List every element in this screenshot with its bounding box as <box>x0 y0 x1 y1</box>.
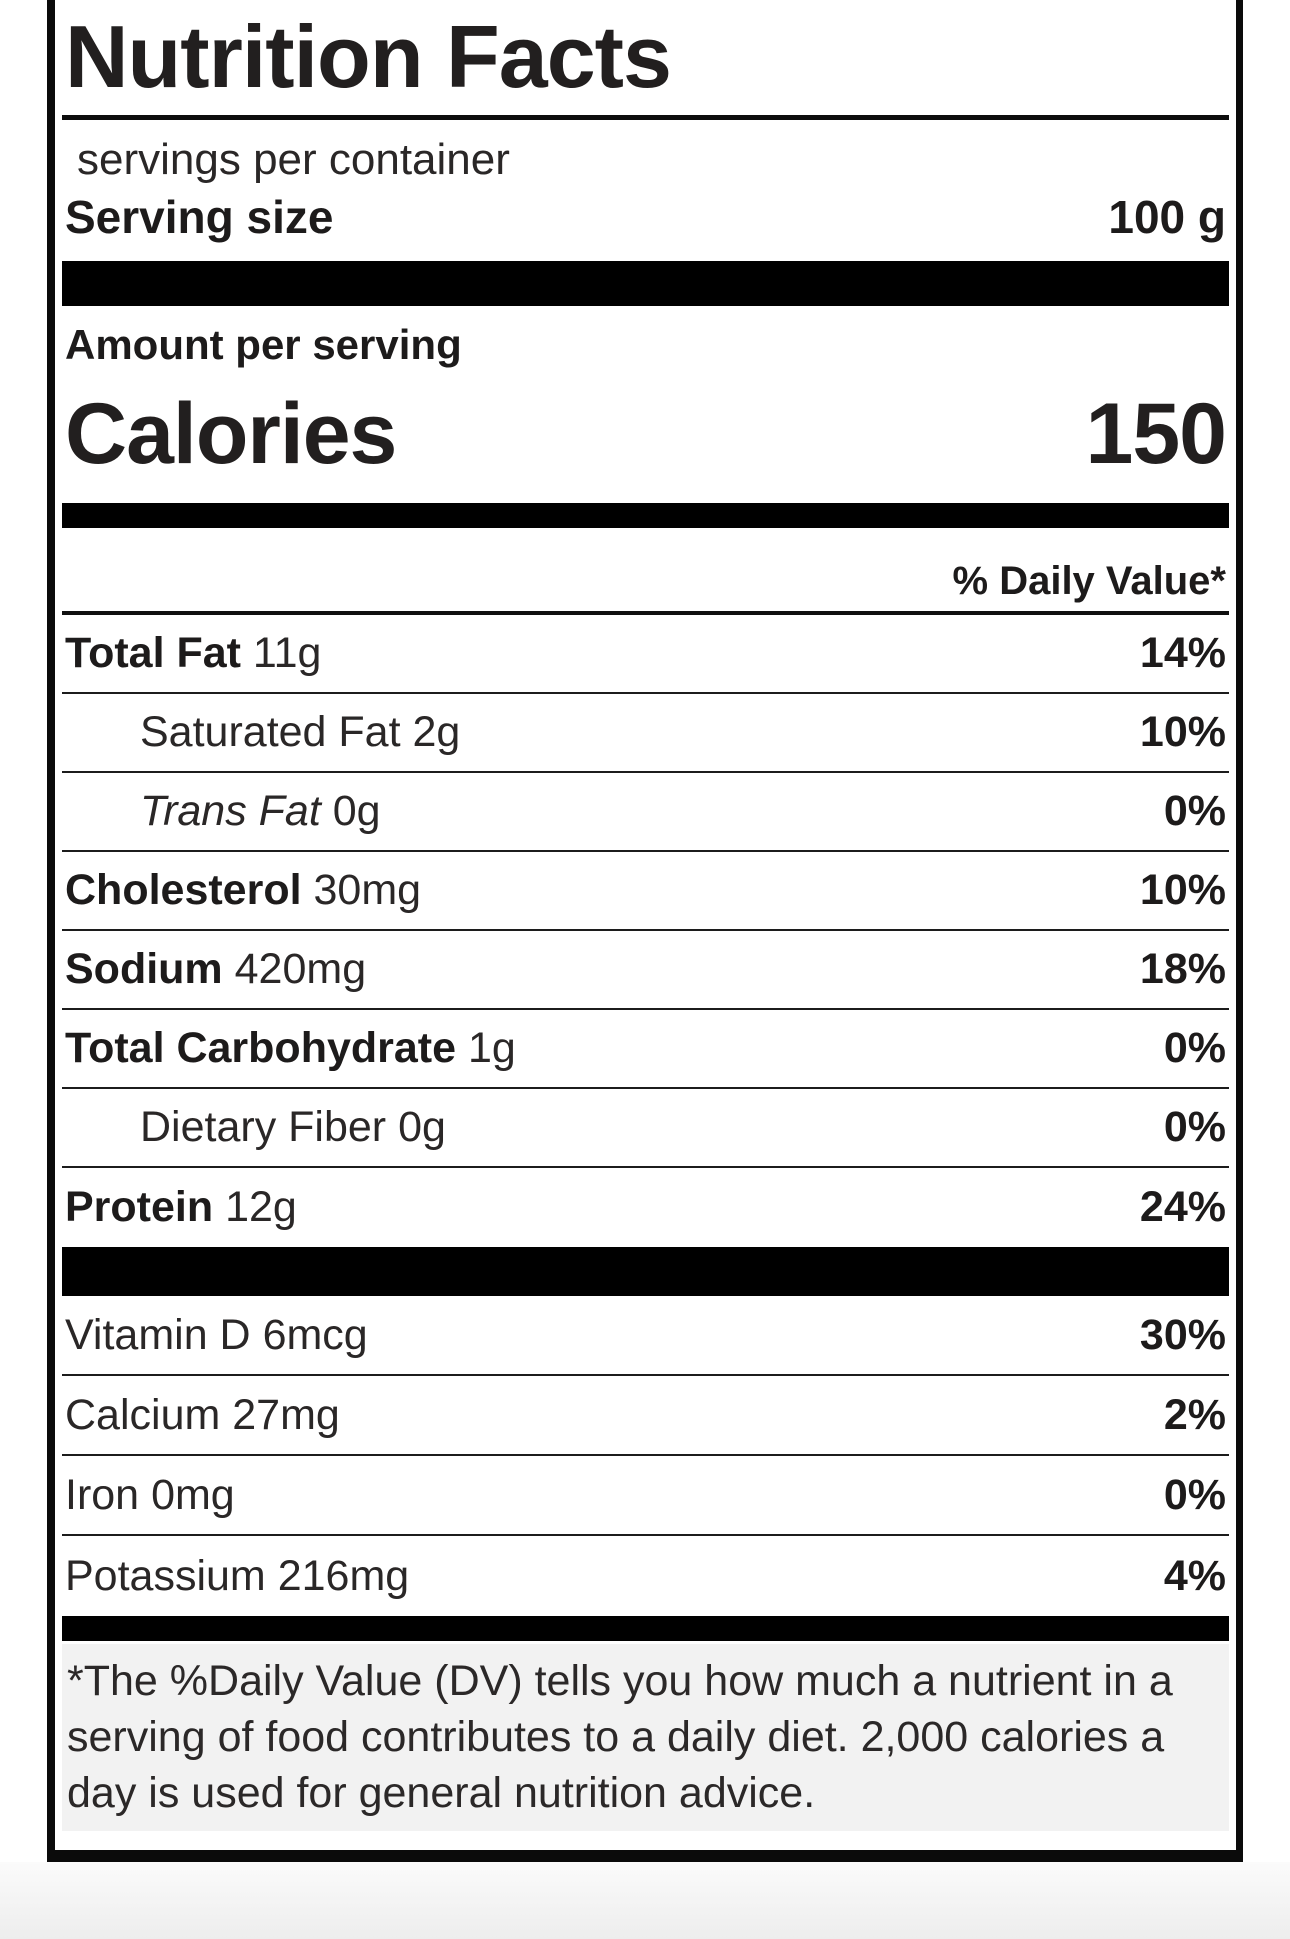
nutrient-amount: 30mg <box>313 866 422 914</box>
nutrient-amount: 216mg <box>277 1551 410 1600</box>
nutrient-row-name-amount: Trans Fat 0g <box>65 787 381 836</box>
nutrient-name: Trans Fat <box>140 787 321 835</box>
nutrient-daily-value: 10% <box>1139 708 1226 756</box>
nutrient-name: Saturated Fat <box>140 708 401 756</box>
nutrient-amount: 6mcg <box>262 1310 368 1359</box>
nutrient-amount: 0g <box>398 1103 446 1151</box>
nutrient-name: Potassium <box>65 1551 266 1600</box>
nutrition-facts-label: Nutrition Facts servings per container S… <box>47 0 1243 1862</box>
nutrient-row: Trans Fat 0g 0% <box>62 773 1229 852</box>
nutrient-row: Total Fat 11g 14% <box>62 615 1229 694</box>
nutrient-daily-value: 10% <box>1139 866 1226 914</box>
micronutrient-row: Calcium 27mg 2% <box>62 1376 1229 1456</box>
micronutrient-rows: Vitamin D 6mcg 30% Calcium 27mg 2% Iron 0mg 0… <box>62 1296 1229 1616</box>
nutrient-amount: 0g <box>332 787 381 835</box>
nutrient-name: Vitamin D <box>65 1310 251 1359</box>
serving-size-value: 100 g <box>1108 191 1226 243</box>
nutrient-row: Saturated Fat 2g 10% <box>62 694 1229 773</box>
thick-bar <box>62 503 1229 528</box>
nutrient-row-name-amount: Sodium 420mg <box>65 945 366 994</box>
nutrient-daily-value: 0% <box>1163 1024 1226 1072</box>
nutrient-daily-value: 14% <box>1139 629 1226 677</box>
page-background-below-label <box>0 1862 1290 1939</box>
thick-bar <box>62 1616 1229 1641</box>
nutrient-name: Calcium <box>65 1390 221 1439</box>
nutrient-name: Dietary Fiber <box>140 1103 387 1151</box>
nutrient-row-name-amount: Cholesterol 30mg <box>65 866 421 915</box>
daily-value-footnote: *The %Daily Value (DV) tells you how muc… <box>62 1644 1229 1831</box>
amount-per-serving: Amount per serving <box>65 321 462 368</box>
micronutrient-row-name-amount: Potassium 216mg <box>65 1552 409 1601</box>
micronutrient-row-name-amount: Iron 0mg <box>65 1471 235 1520</box>
serving-size-label: Serving size <box>65 191 334 243</box>
micronutrient-row: Vitamin D 6mcg 30% <box>62 1296 1229 1376</box>
nutrient-amount: 11g <box>252 629 322 677</box>
nutrient-name: Total Fat <box>65 629 241 677</box>
nutrient-amount: 1g <box>467 1024 516 1072</box>
thick-bar <box>62 261 1229 306</box>
nutrient-daily-value: 24% <box>1139 1183 1226 1231</box>
nutrient-row: Dietary Fiber 0g 0% <box>62 1089 1229 1168</box>
nutrient-daily-value: 0% <box>1163 1470 1226 1519</box>
nutrient-daily-value: 30% <box>1139 1310 1226 1359</box>
label-title: Nutrition Facts <box>65 7 672 106</box>
serving-size-row: Serving size 100 g <box>62 193 1229 241</box>
nutrient-rows: Total Fat 11g 14% Saturated Fat 2g 10% Trans… <box>62 615 1229 1247</box>
nutrient-amount: 27mg <box>232 1390 340 1439</box>
nutrient-daily-value: 4% <box>1163 1551 1226 1600</box>
nutrient-name: Sodium <box>65 945 223 993</box>
nutrient-row-name-amount: Dietary Fiber 0g <box>65 1103 446 1152</box>
daily-value-divider <box>62 611 1229 615</box>
daily-value-header: % Daily Value* <box>952 559 1226 603</box>
nutrient-amount: 420mg <box>234 945 367 993</box>
nutrient-row: Cholesterol 30mg 10% <box>62 852 1229 931</box>
title-divider <box>62 115 1229 120</box>
nutrient-daily-value: 0% <box>1163 787 1226 835</box>
nutrient-amount: 2g <box>412 708 461 756</box>
calories-label: Calories <box>65 386 397 482</box>
micronutrient-row: Potassium 216mg 4% <box>62 1536 1229 1616</box>
nutrient-name: Total Carbohydrate <box>65 1024 457 1072</box>
calories-row: Calories 150 <box>62 386 1229 482</box>
nutrient-row-name-amount: Total Carbohydrate 1g <box>65 1024 516 1073</box>
micronutrient-row-name-amount: Vitamin D 6mcg <box>65 1311 368 1360</box>
nutrient-row: Sodium 420mg 18% <box>62 931 1229 1010</box>
nutrient-daily-value: 0% <box>1163 1103 1226 1151</box>
nutrient-amount: 0mg <box>151 1470 235 1519</box>
nutrient-row: Protein 12g 24% <box>62 1168 1229 1247</box>
servings-per-container: servings per container <box>77 135 510 184</box>
nutrient-row-name-amount: Saturated Fat 2g <box>65 708 460 757</box>
nutrient-daily-value: 18% <box>1139 945 1226 993</box>
micronutrient-row: Iron 0mg 0% <box>62 1456 1229 1536</box>
thick-bar <box>62 1247 1229 1296</box>
nutrient-row-name-amount: Protein 12g <box>65 1183 297 1232</box>
nutrient-row-name-amount: Total Fat 11g <box>65 629 321 678</box>
nutrient-name: Iron <box>65 1470 140 1519</box>
nutrient-row: Total Carbohydrate 1g 0% <box>62 1010 1229 1089</box>
nutrient-name: Cholesterol <box>65 866 302 914</box>
nutrient-name: Protein <box>65 1183 214 1231</box>
nutrient-daily-value: 2% <box>1163 1390 1226 1439</box>
micronutrient-row-name-amount: Calcium 27mg <box>65 1391 340 1440</box>
calories-value: 150 <box>1085 386 1227 482</box>
nutrient-amount: 12g <box>225 1183 297 1231</box>
